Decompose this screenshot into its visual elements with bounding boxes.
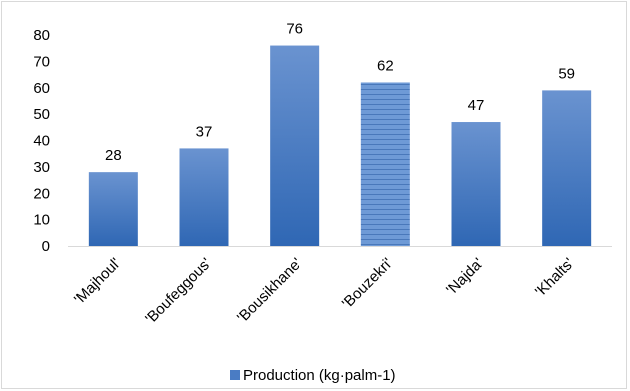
y-tick-label: 50 (33, 106, 50, 123)
bars (88, 45, 592, 246)
data-labels: 28 37 76 62 47 59 (105, 21, 575, 165)
y-axis-ticks: 0 10 20 30 40 50 60 70 80 (33, 27, 50, 255)
x-tick-label: 'Najda' (443, 255, 487, 299)
bar (88, 172, 138, 246)
x-tick-label: 'Majhoul' (71, 255, 124, 308)
legend-swatch (230, 370, 240, 380)
data-label: 62 (377, 57, 394, 74)
y-tick-label: 10 (33, 212, 50, 229)
y-tick-label: 20 (33, 185, 50, 202)
data-label: 37 (196, 123, 213, 140)
data-label: 47 (468, 97, 485, 114)
x-tick-label: 'Boufeggous' (142, 255, 215, 328)
legend: Production (kg·palm-1) (230, 367, 396, 384)
x-tick-label: 'Bouzekri' (339, 255, 396, 312)
y-tick-label: 70 (33, 53, 50, 70)
bar (542, 90, 592, 246)
bar (270, 45, 320, 246)
x-tick-label: 'Bousikhane' (234, 255, 306, 327)
data-label: 28 (105, 147, 122, 164)
data-label: 59 (558, 65, 575, 82)
bar (360, 82, 410, 246)
y-tick-label: 30 (33, 159, 50, 176)
legend-label: Production (kg·palm-1) (243, 367, 396, 384)
y-tick-label: 0 (42, 238, 50, 255)
bar (179, 148, 229, 246)
data-label: 76 (286, 21, 303, 38)
x-tick-label: 'Khalts' (532, 255, 578, 301)
category-labels: 'Majhoul' 'Boufeggous' 'Bousikhane' 'Bouzek… (71, 255, 578, 328)
y-tick-label: 60 (33, 80, 50, 97)
bar (451, 122, 501, 246)
y-tick-label: 40 (33, 133, 50, 150)
y-tick-label: 80 (33, 27, 50, 44)
